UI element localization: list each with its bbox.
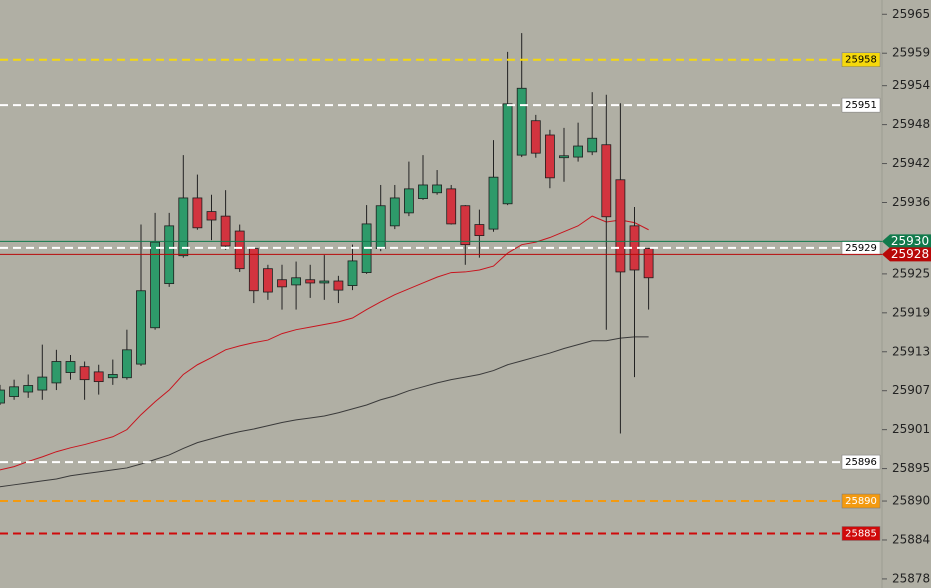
candle-body <box>220 215 231 247</box>
level-tag-label: 25890 <box>845 496 877 507</box>
candle-body <box>530 120 541 154</box>
candle-body <box>446 188 457 225</box>
candle-body <box>389 197 400 227</box>
candle-body <box>37 376 48 391</box>
candle-body <box>291 277 302 286</box>
level-tag <box>841 52 881 67</box>
candle-body <box>192 197 203 229</box>
candle-body <box>51 361 62 384</box>
y-tick-label: 25936 <box>892 195 930 209</box>
level-tag-label: 25929 <box>845 243 877 254</box>
level-tag-label: 25951 <box>845 100 877 111</box>
candle-body <box>262 268 273 293</box>
candle-body <box>347 260 358 286</box>
y-tick-label: 25901 <box>892 422 930 436</box>
candle-body <box>206 211 217 221</box>
y-tick-label: 25948 <box>892 117 930 131</box>
level-tag <box>841 240 881 256</box>
level-tag-label: 25958 <box>845 55 877 66</box>
price-tag <box>882 247 931 262</box>
moving-average <box>0 336 649 488</box>
candle-body <box>573 145 583 158</box>
y-tick-label: 25954 <box>892 78 930 92</box>
candle-body <box>460 205 471 246</box>
candle-body <box>488 176 499 230</box>
y-tick-label: 25965 <box>892 7 930 21</box>
candle-body <box>234 230 245 270</box>
y-tick-label: 25890 <box>892 494 930 508</box>
level-tag-label: 25885 <box>845 528 877 539</box>
candle-body <box>277 279 287 288</box>
candle-body <box>516 87 527 156</box>
y-tick-label: 25913 <box>892 344 930 358</box>
candle-body <box>93 371 104 383</box>
level-tag <box>841 97 881 113</box>
candle-body <box>178 197 189 257</box>
y-tick-label: 25959 <box>892 46 930 60</box>
candle-body <box>403 188 414 214</box>
y-tick-label: 25942 <box>892 156 930 170</box>
level-tag <box>841 454 881 470</box>
y-tick-label: 25919 <box>892 305 930 319</box>
y-tick-label: 25884 <box>892 532 930 546</box>
candle-body <box>601 144 612 218</box>
candle-body <box>545 134 555 179</box>
price-tag <box>882 234 931 249</box>
candle-body <box>136 290 146 365</box>
candle-body <box>375 205 386 249</box>
level-tag-label: 25896 <box>845 457 877 468</box>
candle-body <box>502 103 513 205</box>
candle-body <box>559 155 569 159</box>
candle-body <box>79 366 90 381</box>
candle-body <box>333 280 344 291</box>
candle-body <box>305 279 316 284</box>
candle-body <box>615 179 626 273</box>
candle-body <box>587 137 598 153</box>
candle-body <box>65 361 76 373</box>
candle-body <box>107 374 118 379</box>
candle-body <box>150 241 161 329</box>
level-tag <box>841 493 881 509</box>
candle-body <box>9 386 20 397</box>
candle-body <box>319 280 330 284</box>
price-tag-label: 25930 <box>891 234 929 248</box>
y-tick-label: 25925 <box>892 266 930 280</box>
level-tag <box>841 526 881 541</box>
price-tag-label: 25928 <box>891 247 929 261</box>
candle-body <box>474 224 485 236</box>
y-tick-label: 25907 <box>892 383 930 397</box>
candle-body <box>418 184 428 199</box>
candle-body <box>643 248 654 279</box>
candle-body <box>23 385 34 393</box>
y-tick-label: 25878 <box>892 571 930 585</box>
candle-body <box>122 349 132 379</box>
moving-average <box>0 215 649 471</box>
candle-body <box>432 184 443 194</box>
candle-body <box>0 389 5 404</box>
y-tick-label: 25895 <box>892 461 930 475</box>
